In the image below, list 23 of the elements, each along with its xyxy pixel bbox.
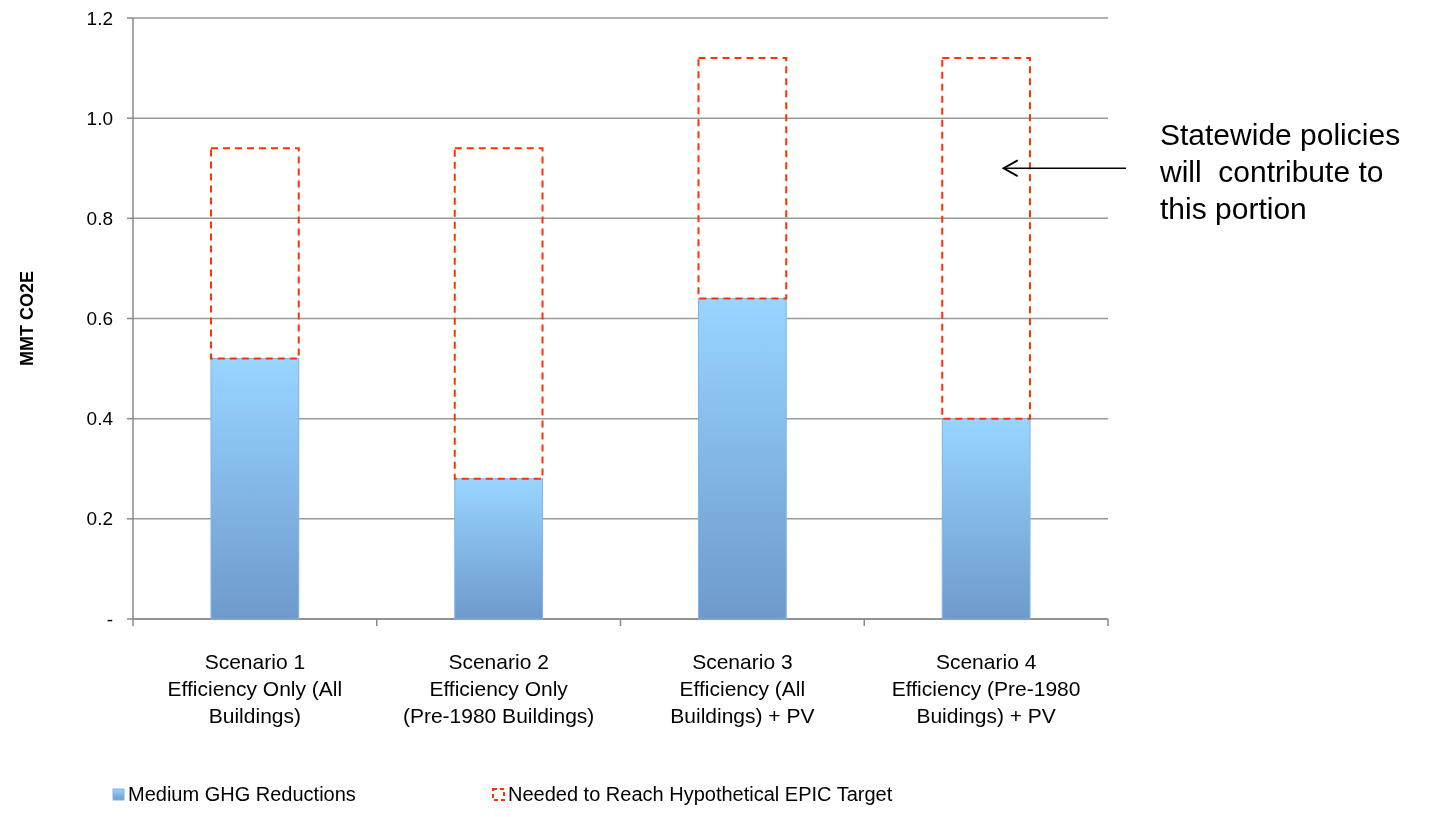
text: Statewide policies will contribute to this portion (1159, 118, 1401, 226)
y-tick-label: 1.0 (86, 107, 113, 129)
bar (454, 478, 543, 620)
bar (941, 57, 1031, 420)
legend-label: Needed to Reach Hypothetical EPIC Target (508, 783, 893, 805)
y-tick-label: 0.8 (86, 207, 113, 229)
bar (698, 297, 787, 620)
y-tick-label: 0.4 (86, 408, 114, 430)
x-tick-label: Scenario 3 Efficiency (All Buildings) + PV (670, 650, 815, 727)
y-tick-label: 0.2 (86, 508, 113, 530)
x-tick-label: Scenario 1 Efficiency Only (All Buildings) (167, 650, 343, 727)
bar (697, 57, 788, 300)
bar (453, 147, 544, 480)
x-tick-label: Scenario 2 Efficiency Only (Pre-1980 Buildings) (402, 650, 595, 727)
y-axis-title: MMT CO2E (17, 270, 37, 367)
y-tick-label: - (106, 608, 113, 630)
bar (210, 147, 300, 360)
legend-label: Medium GHG Reductions (128, 783, 356, 805)
bar (210, 358, 300, 620)
bar (941, 418, 1031, 620)
y-tick-label: 1.2 (86, 7, 113, 29)
y-tick-label: 0.6 (86, 308, 113, 330)
x-tick-label: Scenario 4 Efficiency (Pre-1980 Buidings) + PV (891, 650, 1081, 727)
